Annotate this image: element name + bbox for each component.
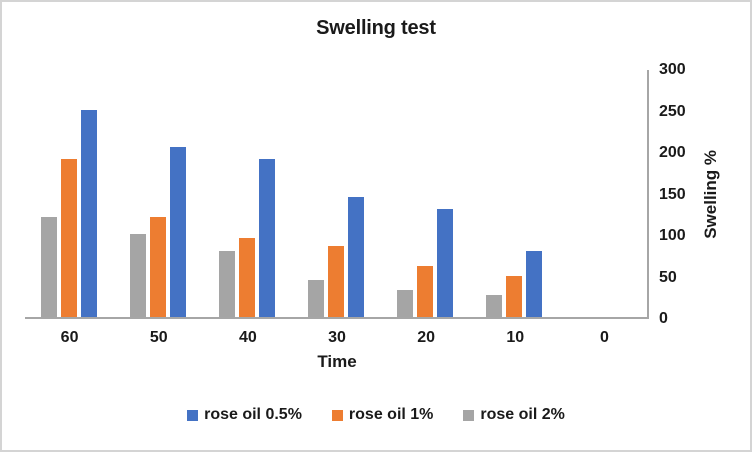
bar-groups bbox=[25, 70, 647, 317]
y-tick-label-250: 250 bbox=[659, 102, 686, 120]
legend-swatch-icon bbox=[463, 409, 475, 421]
chart-legend: rose oil 0.5% rose oil 1% rose oil 2% bbox=[0, 402, 752, 428]
y-axis-title: Swelling % bbox=[698, 70, 724, 319]
bar-rose-oil-1-t40 bbox=[239, 238, 256, 317]
legend-item-rose-oil-1: rose oil 1% bbox=[331, 406, 434, 424]
x-axis-tick-labels: 60 50 40 30 20 10 0 bbox=[25, 328, 649, 348]
x-tick-label-60: 60 bbox=[60, 329, 79, 346]
y-axis-title-text: Swelling % bbox=[701, 150, 720, 239]
bar-rose-oil-2-t40 bbox=[219, 250, 236, 317]
bar-rose-oil-0.5-t20 bbox=[436, 209, 453, 317]
bar-group-10 bbox=[469, 70, 558, 317]
bar-rose-oil-0.5-t40 bbox=[259, 159, 276, 317]
bar-rose-oil-0.5-t60 bbox=[81, 109, 98, 317]
legend-label: rose oil 0.5% bbox=[204, 406, 302, 423]
legend-swatch-icon bbox=[331, 409, 343, 421]
legend-label: rose oil 1% bbox=[348, 406, 434, 423]
legend-item-rose-oil-2: rose oil 2% bbox=[463, 406, 565, 424]
bar-group-50 bbox=[114, 70, 203, 317]
legend-swatch-icon bbox=[187, 409, 199, 421]
x-tick-label-10: 10 bbox=[506, 329, 525, 346]
chart-title: Swelling test bbox=[316, 17, 436, 39]
x-axis-title: Time bbox=[317, 352, 357, 371]
bar-rose-oil-2-t10 bbox=[485, 295, 502, 317]
bar-group-0 bbox=[558, 70, 647, 317]
bar-group-30 bbox=[292, 70, 381, 317]
bar-rose-oil-1-t10 bbox=[505, 275, 522, 317]
y-tick-label-50: 50 bbox=[659, 268, 677, 286]
bar-rose-oil-1-t60 bbox=[61, 159, 78, 317]
legend-label: rose oil 2% bbox=[480, 406, 565, 423]
bar-rose-oil-0.5-t50 bbox=[170, 146, 187, 317]
plot-area bbox=[25, 70, 649, 319]
y-axis-tick-labels: 0 50 100 150 200 250 300 bbox=[659, 0, 703, 452]
bar-rose-oil-2-t20 bbox=[396, 290, 413, 317]
x-tick-label-20: 20 bbox=[417, 329, 436, 346]
bar-rose-oil-2-t30 bbox=[308, 279, 324, 317]
y-tick-label-0: 0 bbox=[659, 310, 668, 327]
bar-rose-oil-0.5-t30 bbox=[348, 196, 364, 317]
y-tick-label-150: 150 bbox=[659, 185, 686, 203]
bar-rose-oil-2-t60 bbox=[41, 217, 58, 317]
y-tick-label-100: 100 bbox=[659, 227, 686, 244]
bar-rose-oil-1-t20 bbox=[416, 265, 433, 317]
bar-rose-oil-1-t50 bbox=[150, 217, 167, 317]
bar-group-40 bbox=[203, 70, 292, 317]
x-tick-label-40: 40 bbox=[238, 329, 257, 346]
bar-group-20 bbox=[380, 70, 469, 317]
bar-rose-oil-0.5-t10 bbox=[525, 250, 542, 317]
bar-rose-oil-1-t30 bbox=[328, 246, 344, 317]
legend-item-rose-oil-0.5: rose oil 0.5% bbox=[187, 406, 302, 424]
y-tick-label-200: 200 bbox=[659, 144, 686, 161]
x-tick-label-50: 50 bbox=[149, 329, 168, 346]
bar-group-60 bbox=[25, 70, 114, 317]
x-tick-label-0: 0 bbox=[599, 329, 609, 346]
x-tick-label-30: 30 bbox=[328, 329, 346, 346]
y-tick-label-300: 300 bbox=[659, 61, 686, 78]
bar-rose-oil-2-t50 bbox=[130, 234, 147, 317]
